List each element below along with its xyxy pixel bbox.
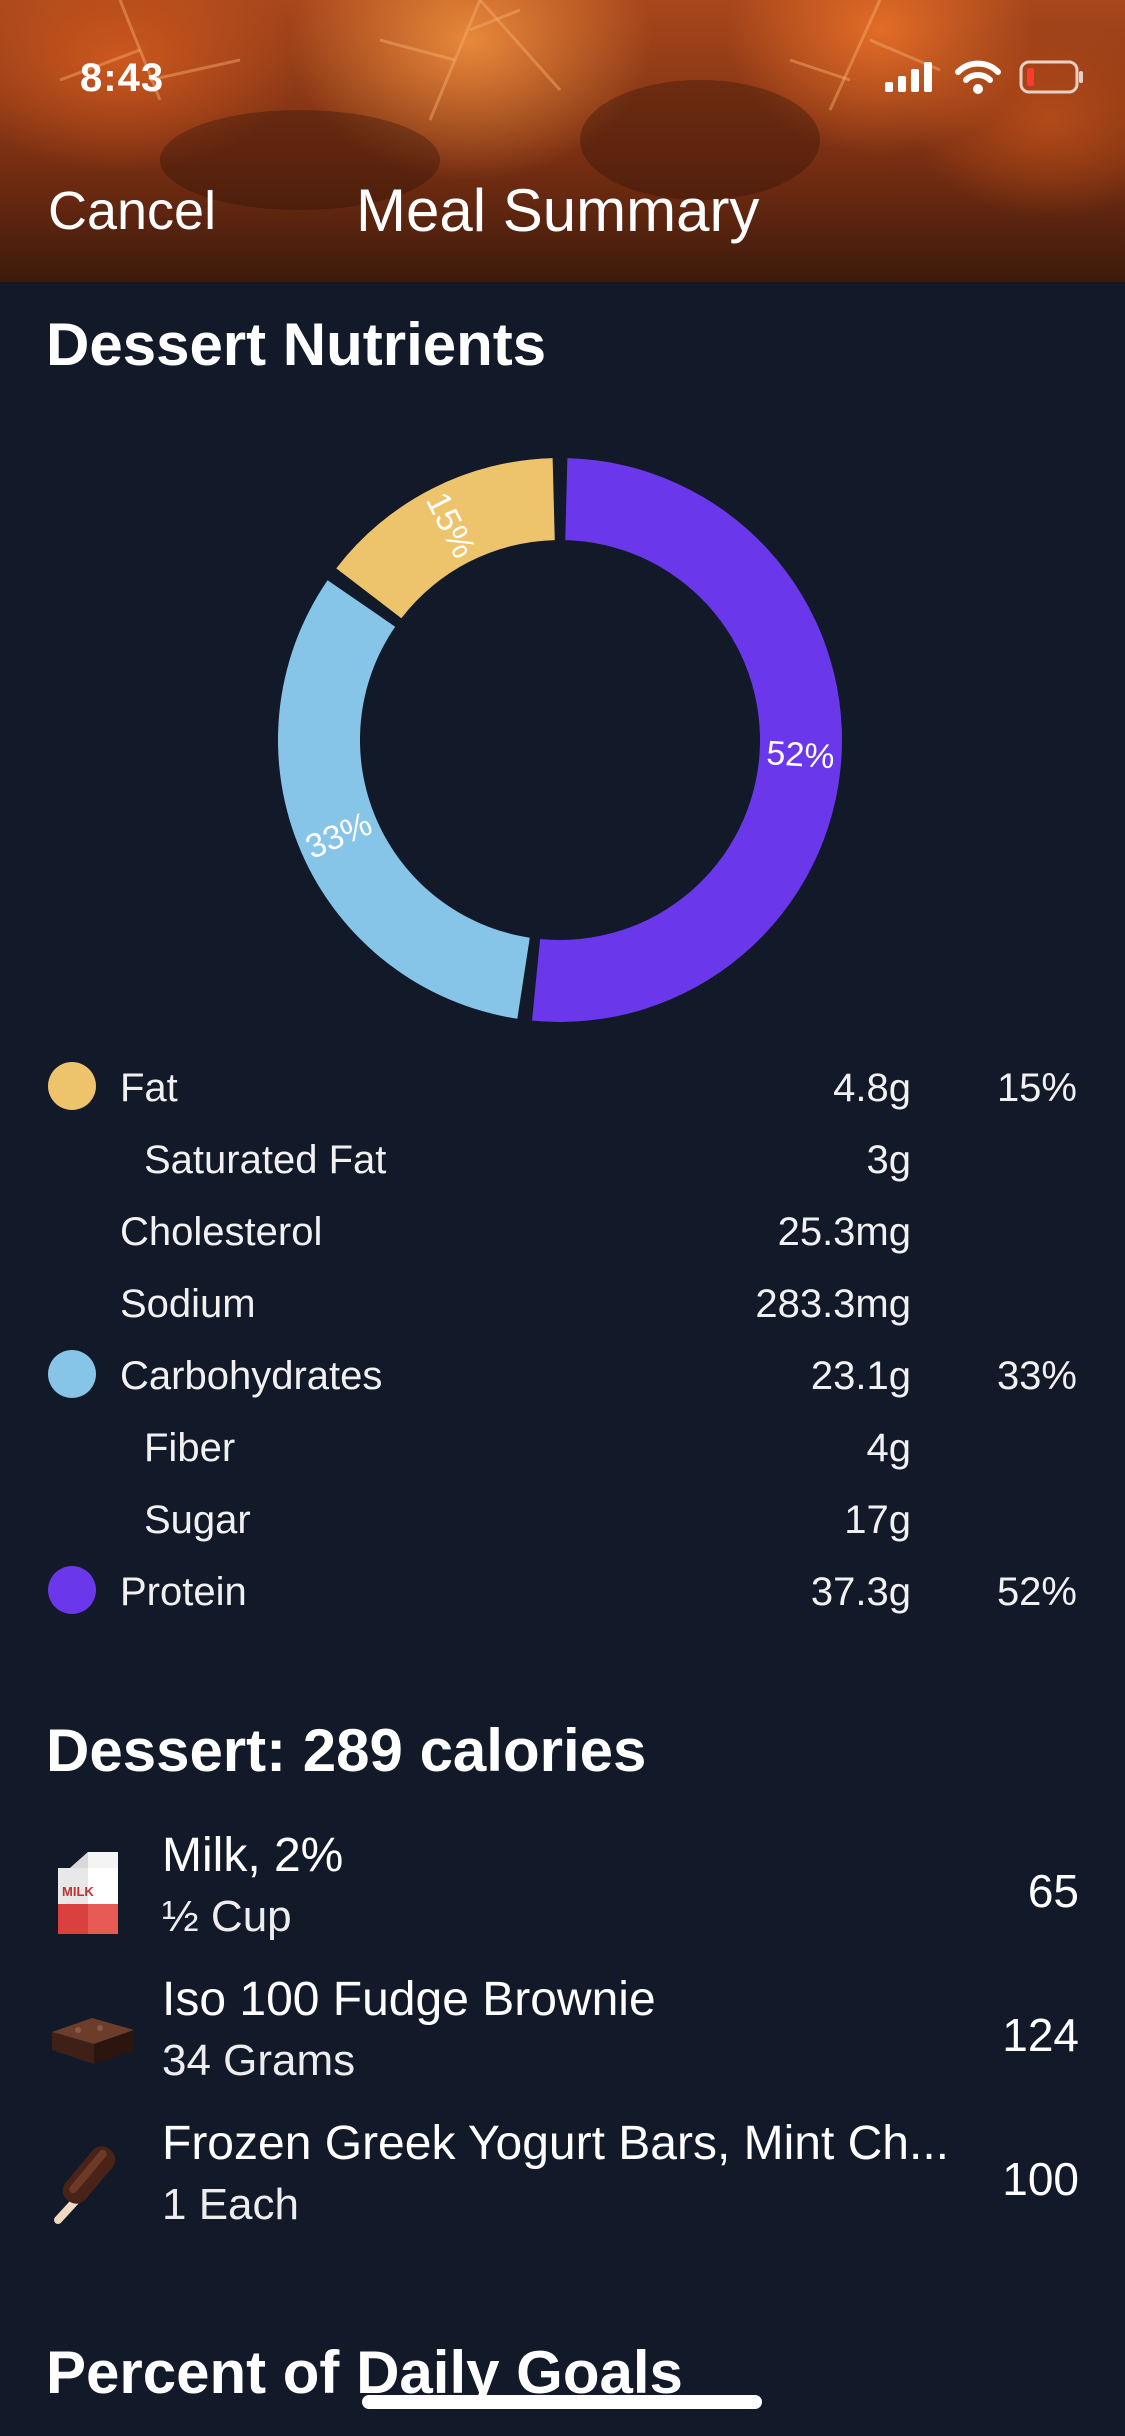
leaf-background-image: [59, 0, 941, 210]
carbohydrates-color-dot: [48, 1350, 96, 1398]
status-icons: [885, 60, 1085, 94]
food-calories: 65: [1027, 1865, 1079, 1917]
status-time: 8:43: [80, 56, 165, 100]
protein-color-dot: [48, 1566, 96, 1614]
donut-label-protein: 52%: [765, 734, 835, 776]
nutrient-row-cholesterol: Cholesterol 25.3mg: [0, 1198, 1125, 1258]
food-quantity: ½ Cup: [162, 1892, 292, 1941]
nutrients-section-title: Dessert Nutrients: [46, 311, 547, 378]
nutrient-amount: 17g: [844, 1498, 911, 1542]
nutrient-row-sodium: Sodium 283.3mg: [0, 1270, 1125, 1330]
nutrient-name: Fat: [120, 1066, 178, 1110]
milk-carton-icon: MILK: [58, 1852, 118, 1934]
nutrient-amount: 283.3mg: [755, 1282, 911, 1326]
nutrient-amount: 4.8g: [833, 1066, 911, 1110]
donut-slice-carbohydrates: [277, 580, 530, 1019]
food-name: Milk, 2%: [162, 1829, 344, 1882]
cellular-signal-icon: [885, 62, 932, 92]
nutrient-percent: 15%: [996, 1066, 1077, 1110]
donut-slice-fat: [336, 458, 555, 619]
nutrient-percent: 33%: [996, 1354, 1077, 1398]
nutrient-amount: 37.3g: [810, 1570, 911, 1614]
nutrient-amount: 4g: [866, 1426, 912, 1470]
daily-goals-title: Percent of Daily Goals: [46, 2339, 683, 2406]
food-quantity: 34 Grams: [162, 2036, 356, 2085]
nutrient-row-saturated-fat: Saturated Fat 3g: [0, 1126, 1125, 1186]
nutrient-amount: 25.3mg: [777, 1210, 911, 1254]
food-calories: 100: [1002, 2153, 1079, 2205]
nutrient-name: Sugar: [144, 1498, 251, 1542]
battery-low-icon: [1019, 60, 1083, 94]
food-quantity: 1 Each: [162, 2180, 299, 2229]
nutrient-row-protein: Protein 37.3g 52%: [0, 1558, 1125, 1618]
wifi-icon: [955, 60, 1001, 94]
donut-slice-protein: [531, 458, 843, 1022]
brownie-icon: [52, 2018, 134, 2064]
nutrient-amount: 3g: [866, 1138, 912, 1182]
nutrient-name: Protein: [120, 1570, 247, 1614]
header-banner: 8:43 Cancel Meal Summary: [0, 0, 1125, 282]
nutrient-row-fiber: Fiber 4g: [0, 1414, 1125, 1474]
food-item-frozen-yogurt-bar[interactable]: Frozen Greek Yogurt Bars, Mint Ch... 1 E…: [0, 2110, 1125, 2240]
nutrient-name: Cholesterol: [120, 1210, 323, 1254]
cancel-button[interactable]: Cancel: [48, 181, 217, 241]
nutrient-name: Saturated Fat: [144, 1138, 387, 1182]
nutrient-amount: 23.1g: [810, 1354, 911, 1398]
food-name: Iso 100 Fudge Brownie: [162, 1973, 656, 2026]
nutrient-name: Sodium: [120, 1282, 256, 1326]
nutrient-name: Fiber: [144, 1426, 236, 1470]
nutrient-row-fat: Fat 4.8g 15%: [0, 1054, 1125, 1114]
ice-cream-bar-icon: [54, 2146, 116, 2224]
food-item-milk[interactable]: MILK Milk, 2% ½ Cup 65: [0, 1822, 1125, 1952]
fat-color-dot: [48, 1062, 96, 1110]
food-name: Frozen Greek Yogurt Bars, Mint Ch...: [162, 2117, 950, 2170]
dessert-calories-title: Dessert: 289 calories: [46, 1717, 647, 1784]
page-title: Meal Summary: [356, 177, 760, 244]
food-item-brownie[interactable]: Iso 100 Fudge Brownie 34 Grams 124: [0, 1966, 1125, 2096]
nutrient-name: Carbohydrates: [120, 1354, 383, 1398]
macronutrient-donut-chart: 52%33%15%: [277, 458, 843, 1022]
home-indicator[interactable]: [362, 2395, 762, 2409]
milk-label: MILK: [62, 1884, 94, 1899]
nutrient-percent: 52%: [996, 1570, 1077, 1614]
food-calories: 124: [1002, 2009, 1079, 2061]
nutrient-row-sugar: Sugar 17g: [0, 1486, 1125, 1546]
nutrient-row-carbohydrates: Carbohydrates 23.1g 33%: [0, 1342, 1125, 1402]
